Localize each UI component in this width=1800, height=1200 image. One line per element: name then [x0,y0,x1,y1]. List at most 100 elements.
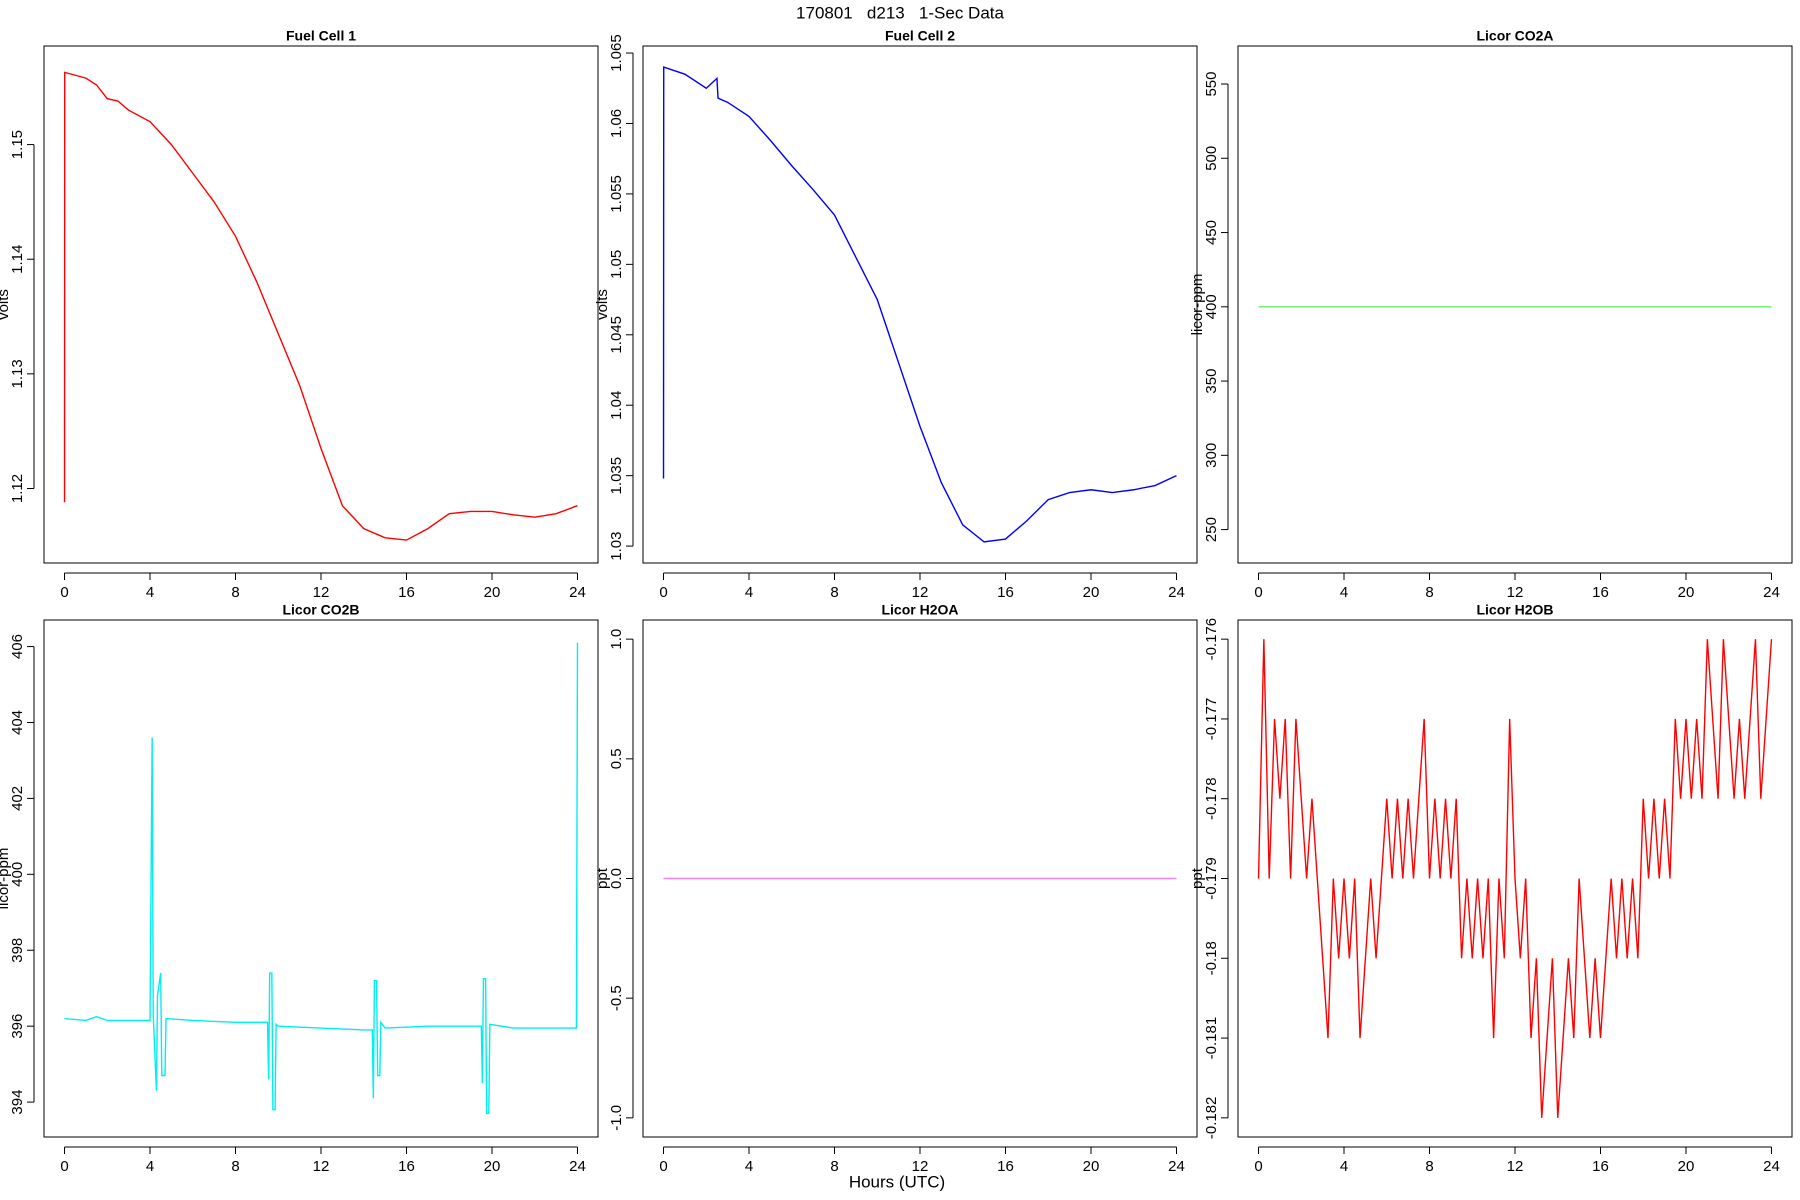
y-tick-label: 394 [9,1090,26,1115]
y-axis-label: ppt [1189,867,1206,889]
x-tick-label: 12 [313,1158,330,1175]
panel-title: Licor CO2B [282,602,359,618]
x-tick-label: 12 [1507,1158,1524,1175]
data-line [1257,639,1773,1118]
x-tick-label: 4 [146,1158,154,1175]
y-tick-label: 1.03 [608,531,625,560]
y-tick-label: 1.045 [608,316,625,354]
x-tick-label: 16 [398,1158,415,1175]
x-tick-label: 24 [1763,584,1780,601]
panel-title: Fuel Cell 2 [885,28,955,44]
x-tick-label: 12 [912,1158,929,1175]
x-tick-label: 4 [1340,1158,1348,1175]
x-tick-label: 12 [912,584,929,601]
plot-frame [1237,45,1793,564]
y-tick-label: 402 [9,786,26,811]
y-tick-label: -0.181 [1203,1017,1220,1060]
x-tick-label: 20 [1083,1158,1100,1175]
x-axis-label: Hours (UTC) [849,1172,945,1191]
x-tick-label: 20 [484,1158,501,1175]
plot-frame [43,45,599,564]
y-tick-label: 1.15 [9,130,26,159]
y-tick-label: 406 [9,634,26,659]
x-tick-label: 20 [1678,584,1695,601]
x-tick-label: 12 [1507,584,1524,601]
y-axis-label: volts [0,289,12,320]
x-tick-label: 24 [569,584,586,601]
y-tick-label: 404 [9,710,26,735]
y-tick-label: 1.065 [608,34,625,72]
data-line [63,71,578,541]
x-tick-label: 16 [997,1158,1014,1175]
y-tick-label: 350 [1203,369,1220,394]
y-tick-label: 450 [1203,220,1220,245]
y-tick-label: -0.179 [1203,857,1220,900]
y-tick-label: 398 [9,938,26,963]
y-tick-label: 250 [1203,517,1220,542]
y-tick-label: -0.177 [1203,698,1220,741]
y-axis-label: volts [594,289,611,320]
x-tick-label: 4 [1340,584,1348,601]
y-tick-label: -1.0 [608,1105,625,1131]
y-tick-label: 400 [9,862,26,887]
x-tick-label: 24 [1763,1158,1780,1175]
panel-title: Fuel Cell 1 [286,28,356,44]
x-tick-label: 16 [398,584,415,601]
y-tick-label: -0.18 [1203,941,1220,975]
panel-title: Licor H2OB [1476,602,1553,618]
y-axis-label: ppt [594,867,611,889]
x-tick-label: 12 [313,584,330,601]
y-axis-label: licor-ppm [1189,274,1206,336]
x-tick-label: 16 [997,584,1014,601]
x-tick-label: 0 [659,1158,667,1175]
y-tick-label: 0.0 [608,868,625,889]
data-line [64,642,579,1115]
y-tick-label: 396 [9,1014,26,1039]
x-tick-label: 8 [830,584,838,601]
y-tick-label: 1.14 [9,245,26,274]
x-tick-label: 0 [60,584,68,601]
y-tick-label: -0.176 [1203,618,1220,661]
panel-title: Licor CO2A [1476,28,1553,44]
x-tick-label: 24 [1168,1158,1185,1175]
y-tick-label: 1.05 [608,250,625,279]
y-tick-label: -0.5 [608,985,625,1011]
y-tick-label: 1.13 [9,359,26,388]
y-tick-label: 500 [1203,146,1220,171]
x-tick-label: 8 [231,1158,239,1175]
data-line [662,66,1177,543]
y-tick-label: 1.055 [608,175,625,213]
x-tick-label: 4 [146,584,154,601]
y-tick-label: -0.178 [1203,777,1220,820]
x-tick-label: 0 [1254,1158,1262,1175]
y-tick-label: 550 [1203,72,1220,97]
x-tick-label: 20 [1083,584,1100,601]
x-tick-label: 8 [830,1158,838,1175]
y-tick-label: 1.06 [608,109,625,138]
y-tick-label: -0.182 [1203,1097,1220,1140]
x-tick-label: 24 [1168,584,1185,601]
y-tick-label: 1.035 [608,457,625,495]
x-tick-label: 20 [484,584,501,601]
x-tick-label: 8 [231,584,239,601]
x-tick-label: 20 [1678,1158,1695,1175]
y-tick-label: 1.12 [9,474,26,503]
plot-frame [1237,619,1793,1138]
x-tick-label: 8 [1425,584,1433,601]
plot-frame [43,619,599,1138]
x-tick-label: 16 [1592,1158,1609,1175]
x-tick-label: 0 [60,1158,68,1175]
y-tick-label: 1.0 [608,629,625,650]
plot-frame [642,45,1198,564]
panel-title: Licor H2OA [881,602,958,618]
figure-title: 170801 d213 1-Sec Data [796,3,1004,22]
x-tick-label: 24 [569,1158,586,1175]
y-tick-label: 0.5 [608,748,625,769]
x-tick-label: 4 [745,1158,753,1175]
y-tick-label: 1.04 [608,391,625,420]
x-tick-label: 0 [1254,584,1262,601]
x-tick-label: 4 [745,584,753,601]
y-axis-label: licor-ppm [0,848,12,910]
y-tick-label: 300 [1203,443,1220,468]
